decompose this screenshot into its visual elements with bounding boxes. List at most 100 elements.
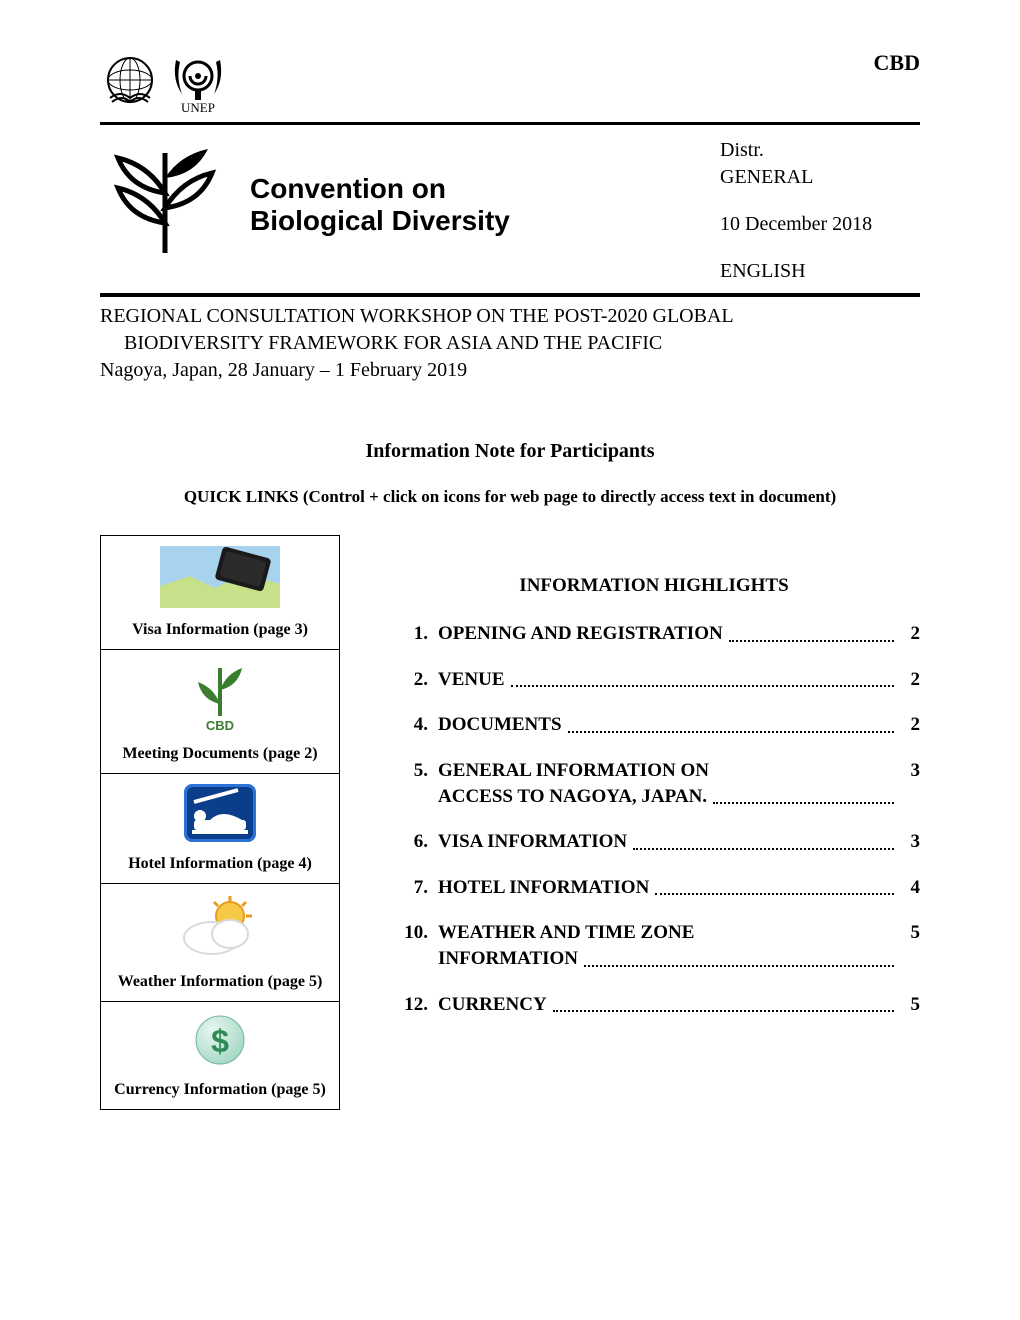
header-divider-bottom [100, 293, 920, 297]
toc-title: INFORMATION HIGHLIGHTS [388, 575, 920, 597]
toc-page: 5 [900, 920, 920, 971]
toc-label: DOCUMENTS [438, 712, 562, 738]
toc-text-wrap: GENERAL INFORMATION ONACCESS TO NAGOYA, … [438, 758, 900, 809]
sidebar-item-label: Currency Information (page 5) [107, 1081, 333, 1099]
toc-page: 2 [900, 667, 920, 693]
distr-label: Distr. [720, 137, 920, 164]
toc-label: VENUE [438, 667, 505, 693]
toc-label: VISA INFORMATION [438, 829, 627, 855]
sidebar-item-hotel[interactable]: Hotel Information (page 4) [101, 774, 340, 884]
toc-number: 10. [388, 920, 438, 971]
sidebar-item-currency[interactable]: $ Currency Information (page 5) [101, 1002, 340, 1110]
sidebar-item-label: Meeting Documents (page 2) [107, 745, 333, 763]
hotel-icon [184, 784, 256, 847]
quicklinks-sidebar: Visa Information (page 3) CBD Meeting Do… [100, 535, 340, 1110]
toc-item[interactable]: 2.VENUE 2 [388, 667, 920, 693]
toc-page: 2 [900, 712, 920, 738]
toc-number: 1. [388, 621, 438, 647]
org-abbrev: CBD [874, 50, 920, 76]
quicklinks-hint: QUICK LINKS (Control + click on icons fo… [100, 487, 920, 507]
svg-text:UNEP: UNEP [181, 100, 215, 115]
workshop-line1: REGIONAL CONSULTATION WORKSHOP ON THE PO… [100, 303, 920, 330]
workshop-location-dates: Nagoya, Japan, 28 January – 1 February 2… [100, 357, 920, 384]
toc-number: 4. [388, 712, 438, 738]
workshop-title-block: REGIONAL CONSULTATION WORKSHOP ON THE PO… [100, 303, 920, 384]
toc-label-line: GENERAL INFORMATION ON [438, 758, 900, 784]
toc-label-line: ACCESS TO NAGOYA, JAPAN. [438, 784, 900, 810]
sidebar-item-documents[interactable]: CBD Meeting Documents (page 2) [101, 650, 340, 774]
toc-item[interactable]: 10.WEATHER AND TIME ZONEINFORMATION5 [388, 920, 920, 971]
toc-page: 4 [900, 875, 920, 901]
toc-page: 2 [900, 621, 920, 647]
sidebar-item-weather[interactable]: Weather Information (page 5) [101, 884, 340, 1002]
document-meta: Distr. GENERAL 10 December 2018 ENGLISH [720, 133, 920, 285]
document-date: 10 December 2018 [720, 211, 920, 238]
toc-number: 7. [388, 875, 438, 901]
toc-text-wrap: VENUE [438, 667, 900, 693]
toc-label: ACCESS TO NAGOYA, JAPAN. [438, 784, 707, 810]
toc-text-wrap: WEATHER AND TIME ZONEINFORMATION [438, 920, 900, 971]
svg-text:$: $ [211, 1023, 229, 1059]
toc-number: 5. [388, 758, 438, 809]
toc-label: OPENING AND REGISTRATION [438, 621, 723, 647]
document-page: UNEP CBD Convention on Biological Divers… [0, 0, 1020, 1190]
toc-label: HOTEL INFORMATION [438, 875, 649, 901]
toc-dots [511, 684, 894, 687]
svg-text:CBD: CBD [206, 718, 234, 732]
convention-title-line2: Biological Diversity [250, 205, 510, 237]
cbd-leaf-icon: CBD [192, 660, 248, 737]
toc-label: INFORMATION [438, 946, 578, 972]
passport-icon [160, 546, 280, 613]
toc-item[interactable]: 7.HOTEL INFORMATION 4 [388, 875, 920, 901]
toc-number: 12. [388, 992, 438, 1018]
sidebar-item-label: Weather Information (page 5) [107, 973, 333, 991]
convention-title: Convention on Biological Diversity [250, 173, 510, 237]
header-top-row: UNEP CBD [100, 50, 920, 120]
toc-text-wrap: DOCUMENTS [438, 712, 900, 738]
toc-dots [584, 964, 894, 967]
toc-dots [568, 730, 894, 733]
distr-value: GENERAL [720, 164, 920, 191]
toc-dots [655, 892, 894, 895]
document-language: ENGLISH [720, 258, 920, 285]
toc-text-wrap: CURRENCY [438, 992, 900, 1018]
toc-label-line: INFORMATION [438, 946, 900, 972]
toc-text-wrap: OPENING AND REGISTRATION [438, 621, 900, 647]
weather-icon [178, 894, 262, 965]
toc-page: 5 [900, 992, 920, 1018]
toc-multiline: WEATHER AND TIME ZONEINFORMATION [438, 920, 900, 971]
convention-title-line1: Convention on [250, 173, 510, 205]
toc-page: 3 [900, 758, 920, 809]
sidebar-item-label: Hotel Information (page 4) [107, 855, 333, 873]
toc-dots [729, 639, 894, 642]
toc-list: 1.OPENING AND REGISTRATION22.VENUE24.DOC… [388, 621, 920, 1017]
toc-label-line: WEATHER AND TIME ZONE [438, 920, 900, 946]
toc-number: 6. [388, 829, 438, 855]
unep-emblem-icon: UNEP [168, 50, 228, 120]
toc-dots [713, 801, 894, 804]
currency-icon: $ [192, 1012, 248, 1073]
header-band: Convention on Biological Diversity Distr… [100, 125, 920, 293]
toc-item[interactable]: 12.CURRENCY 5 [388, 992, 920, 1018]
toc-dots [633, 847, 894, 850]
toc-page: 3 [900, 829, 920, 855]
toc-text-wrap: HOTEL INFORMATION [438, 875, 900, 901]
toc-number: 2. [388, 667, 438, 693]
sidebar-item-label: Visa Information (page 3) [107, 621, 333, 639]
toc-label: CURRENCY [438, 992, 547, 1018]
toc-item[interactable]: 5.GENERAL INFORMATION ONACCESS TO NAGOYA… [388, 758, 920, 809]
toc-item[interactable]: 4.DOCUMENTS 2 [388, 712, 920, 738]
un-emblem-icon [100, 50, 160, 110]
sidebar-item-visa[interactable]: Visa Information (page 3) [101, 536, 340, 650]
toc-item[interactable]: 6.VISA INFORMATION 3 [388, 829, 920, 855]
toc-item[interactable]: 1.OPENING AND REGISTRATION 2 [388, 621, 920, 647]
info-note-subtitle: Information Note for Participants [100, 440, 920, 463]
toc-column: INFORMATION HIGHLIGHTS 1.OPENING AND REG… [388, 535, 920, 1037]
toc-multiline: GENERAL INFORMATION ONACCESS TO NAGOYA, … [438, 758, 900, 809]
cbd-leaf-logo-icon [100, 133, 230, 268]
toc-dots [553, 1009, 894, 1012]
toc-text-wrap: VISA INFORMATION [438, 829, 900, 855]
header-logos: UNEP [100, 50, 228, 120]
content-row: Visa Information (page 3) CBD Meeting Do… [100, 535, 920, 1110]
workshop-line2: BIODIVERSITY FRAMEWORK FOR ASIA AND THE … [124, 330, 920, 357]
